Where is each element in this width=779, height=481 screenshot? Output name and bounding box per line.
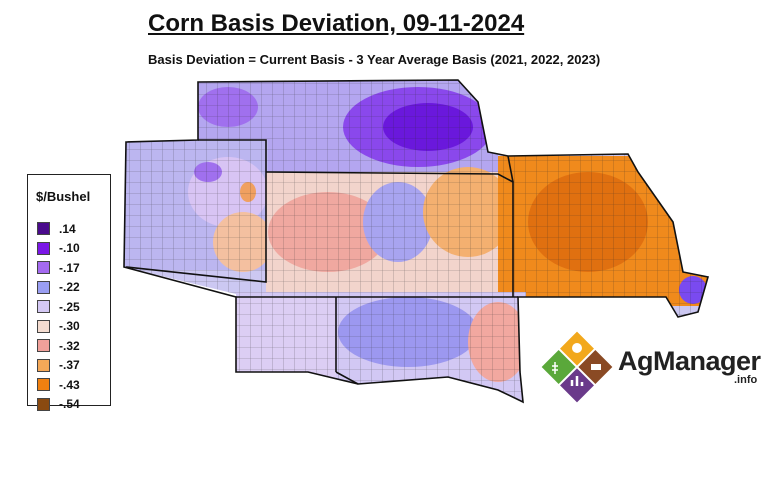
- agmanager-logo: AgManager .info: [538, 328, 763, 406]
- legend-label: -.43: [59, 377, 80, 392]
- logo-suffix: .info: [734, 374, 758, 386]
- legend-swatch: [37, 261, 50, 275]
- legend: $/Bushel .14 -.10 -.17 -.22 -.25 -.30 -.…: [27, 174, 111, 411]
- legend-swatch: [37, 300, 50, 314]
- legend-item: -.43: [37, 375, 80, 395]
- legend-label: -.10: [59, 241, 80, 256]
- legend-item: -.22: [37, 278, 80, 298]
- legend-item: -.10: [37, 239, 80, 259]
- legend-swatch: [37, 222, 50, 236]
- legend-item: .14: [37, 219, 80, 239]
- agmanager-logo-mark-icon: [541, 331, 613, 403]
- legend-item: -.37: [37, 356, 80, 376]
- legend-label: -.32: [59, 338, 80, 353]
- legend-item: -.25: [37, 297, 80, 317]
- basis-deviation-map: [123, 79, 710, 404]
- legend-item: -.30: [37, 317, 80, 337]
- map-subtitle: Basis Deviation = Current Basis - 3 Year…: [148, 52, 601, 67]
- map-title: Corn Basis Deviation, 09-11-2024: [148, 10, 525, 37]
- legend-label: -.30: [59, 319, 80, 334]
- logo-name: AgManager: [618, 346, 761, 376]
- legend-swatch: [37, 319, 50, 333]
- legend-label: -.37: [59, 358, 80, 373]
- legend-item: -.17: [37, 258, 80, 278]
- legend-item: -.54: [37, 395, 80, 415]
- legend-swatch: [37, 339, 50, 353]
- legend-item: -.32: [37, 336, 80, 356]
- legend-label: -.25: [59, 299, 80, 314]
- legend-swatch: [37, 358, 50, 372]
- legend-label: -.22: [59, 280, 80, 295]
- shaded-regions: [124, 80, 708, 402]
- legend-label: -.54: [59, 397, 80, 412]
- legend-swatch: [37, 378, 50, 392]
- legend-label: -.17: [59, 260, 80, 275]
- state-boundaries: [123, 79, 710, 404]
- legend-items: .14 -.10 -.17 -.22 -.25 -.30 -.32 -.37: [37, 219, 80, 414]
- legend-swatch: [37, 397, 50, 411]
- legend-swatch: [37, 241, 50, 255]
- legend-label: .14: [59, 221, 76, 236]
- legend-title: $/Bushel: [36, 189, 91, 204]
- legend-swatch: [37, 280, 50, 294]
